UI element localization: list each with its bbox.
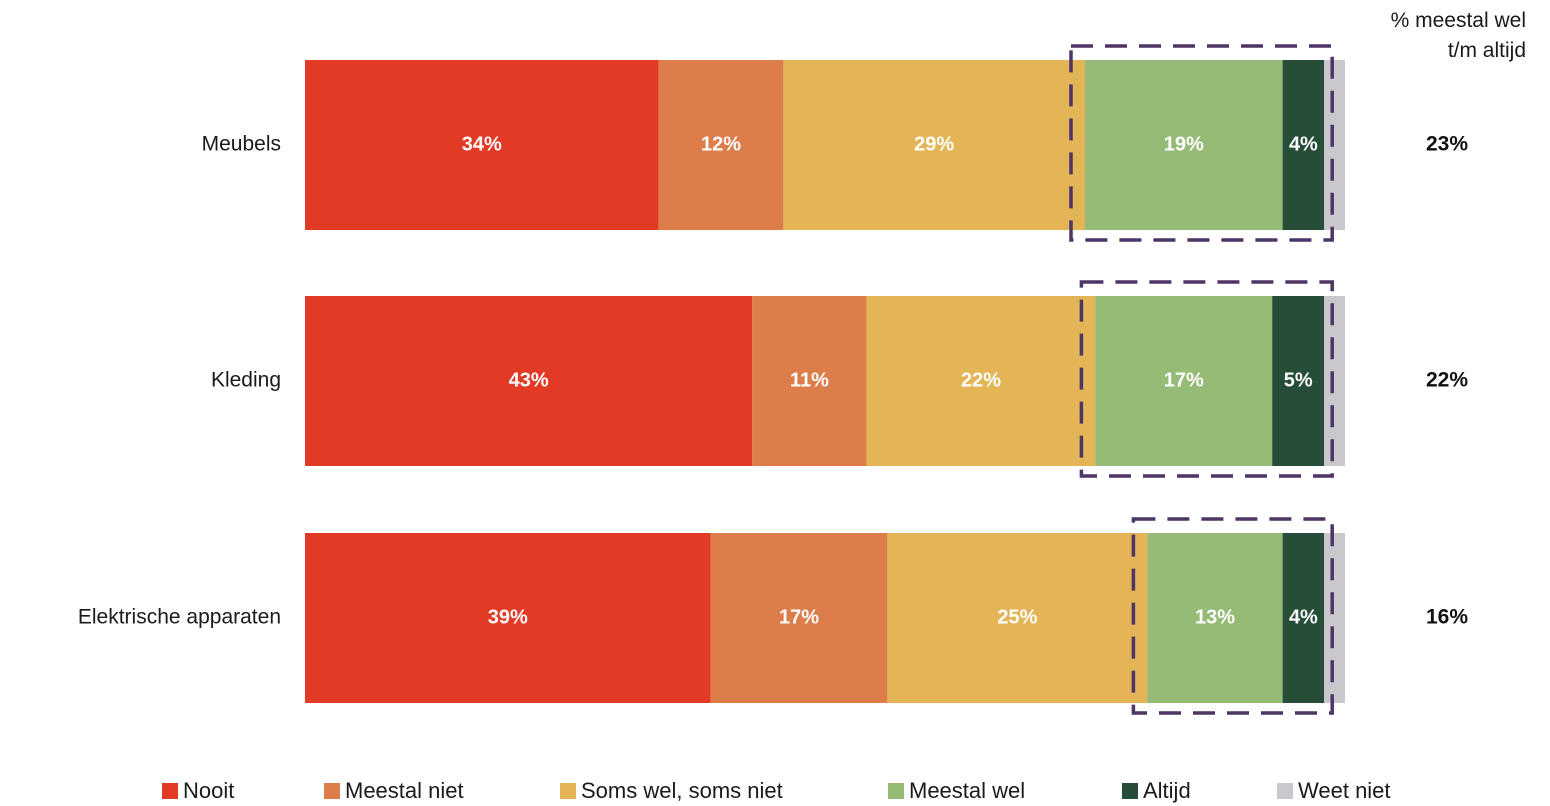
- bar-kleding-weet-niet: [1324, 296, 1345, 466]
- legend-label-altijd: Altijd: [1143, 778, 1191, 803]
- legend-label-meestal-niet: Meestal niet: [345, 778, 464, 803]
- legend-label-weet-niet: Weet niet: [1298, 778, 1391, 803]
- bar-kleding-nooit: [305, 296, 753, 466]
- data-label-elektrische-apparaten-soms-wel-soms-niet: 25%: [997, 606, 1037, 628]
- legend-item-weet-niet: Weet niet: [1277, 776, 1391, 806]
- data-label-elektrische-apparaten-altijd: 4%: [1289, 606, 1318, 628]
- highlight-box-meubels: [1069, 44, 1334, 242]
- legend-item-altijd: Altijd: [1122, 776, 1191, 806]
- bar-meubels-altijd: [1282, 60, 1325, 230]
- bar-elektrische-apparaten-meestal-niet: [710, 533, 888, 703]
- bar-kleding-meestal-niet: [752, 296, 867, 466]
- category-label-meubels: Meubels: [202, 133, 281, 156]
- legend-item-nooit: Nooit: [162, 776, 234, 806]
- bar-elektrische-apparaten-soms-wel-soms-niet: [887, 533, 1148, 703]
- bar-meubels-soms-wel-soms-niet: [783, 60, 1085, 230]
- highlight-box-kleding: [1079, 280, 1334, 478]
- data-label-elektrische-apparaten-meestal-niet: 17%: [779, 606, 819, 628]
- legend-item-soms: Soms wel, soms niet: [560, 776, 783, 806]
- legend-swatch-altijd: [1122, 783, 1138, 799]
- bar-elektrische-apparaten-meestal-wel: [1147, 533, 1283, 703]
- totals-header: % meestal wel t/m altijd: [1326, 6, 1526, 66]
- bar-meubels-nooit: [305, 60, 659, 230]
- bar-meubels-meestal-wel: [1085, 60, 1283, 230]
- legend: Nooit Meestal niet Soms wel, soms niet M…: [0, 776, 1550, 806]
- legend-label-meestal-wel: Meestal wel: [909, 778, 1026, 803]
- legend-swatch-soms: [560, 783, 576, 799]
- data-label-meubels-altijd: 4%: [1289, 133, 1318, 155]
- data-label-kleding-nooit: 43%: [509, 369, 549, 391]
- data-label-meubels-meestal-wel: 19%: [1164, 133, 1204, 155]
- highlight-box-elektrische-apparaten: [1131, 517, 1334, 715]
- data-label-kleding-meestal-niet: 11%: [790, 369, 829, 391]
- data-label-meubels-nooit: 34%: [462, 133, 502, 155]
- bar-kleding-altijd: [1272, 296, 1325, 466]
- legend-swatch-meestal-niet: [324, 783, 340, 799]
- data-label-kleding-altijd: 5%: [1284, 369, 1313, 391]
- bar-meubels-weet-niet: [1324, 60, 1345, 230]
- bar-meubels-meestal-niet: [658, 60, 784, 230]
- legend-item-meestal-wel: Meestal wel: [888, 776, 1025, 806]
- total-value-kleding: 22%: [1426, 369, 1468, 392]
- category-label-elektrische-apparaten: Elektrische apparaten: [78, 606, 281, 629]
- legend-item-meestal-niet: Meestal niet: [324, 776, 464, 806]
- data-label-kleding-soms-wel-soms-niet: 22%: [961, 369, 1001, 391]
- totals-header-line1: % meestal wel: [1390, 9, 1526, 32]
- legend-swatch-nooit: [162, 783, 178, 799]
- data-label-meubels-meestal-niet: 12%: [701, 133, 741, 155]
- legend-swatch-weet-niet: [1277, 783, 1293, 799]
- data-label-meubels-soms-wel-soms-niet: 29%: [914, 133, 954, 155]
- bar-kleding-meestal-wel: [1095, 296, 1273, 466]
- data-label-elektrische-apparaten-nooit: 39%: [488, 606, 528, 628]
- category-label-kleding: Kleding: [211, 369, 281, 392]
- legend-label-nooit: Nooit: [183, 778, 235, 803]
- bar-elektrische-apparaten-weet-niet: [1324, 533, 1345, 703]
- legend-label-soms: Soms wel, soms niet: [581, 778, 783, 803]
- data-label-kleding-meestal-wel: 17%: [1164, 369, 1204, 391]
- total-value-meubels: 23%: [1426, 133, 1468, 156]
- total-value-elektrische-apparaten: 16%: [1426, 606, 1468, 629]
- totals-header-line2: t/m altijd: [1447, 39, 1526, 62]
- legend-swatch-meestal-wel: [888, 783, 904, 799]
- bar-elektrische-apparaten-nooit: [305, 533, 711, 703]
- data-label-elektrische-apparaten-meestal-wel: 13%: [1195, 606, 1235, 628]
- bar-kleding-soms-wel-soms-niet: [866, 296, 1096, 466]
- bar-elektrische-apparaten-altijd: [1282, 533, 1325, 703]
